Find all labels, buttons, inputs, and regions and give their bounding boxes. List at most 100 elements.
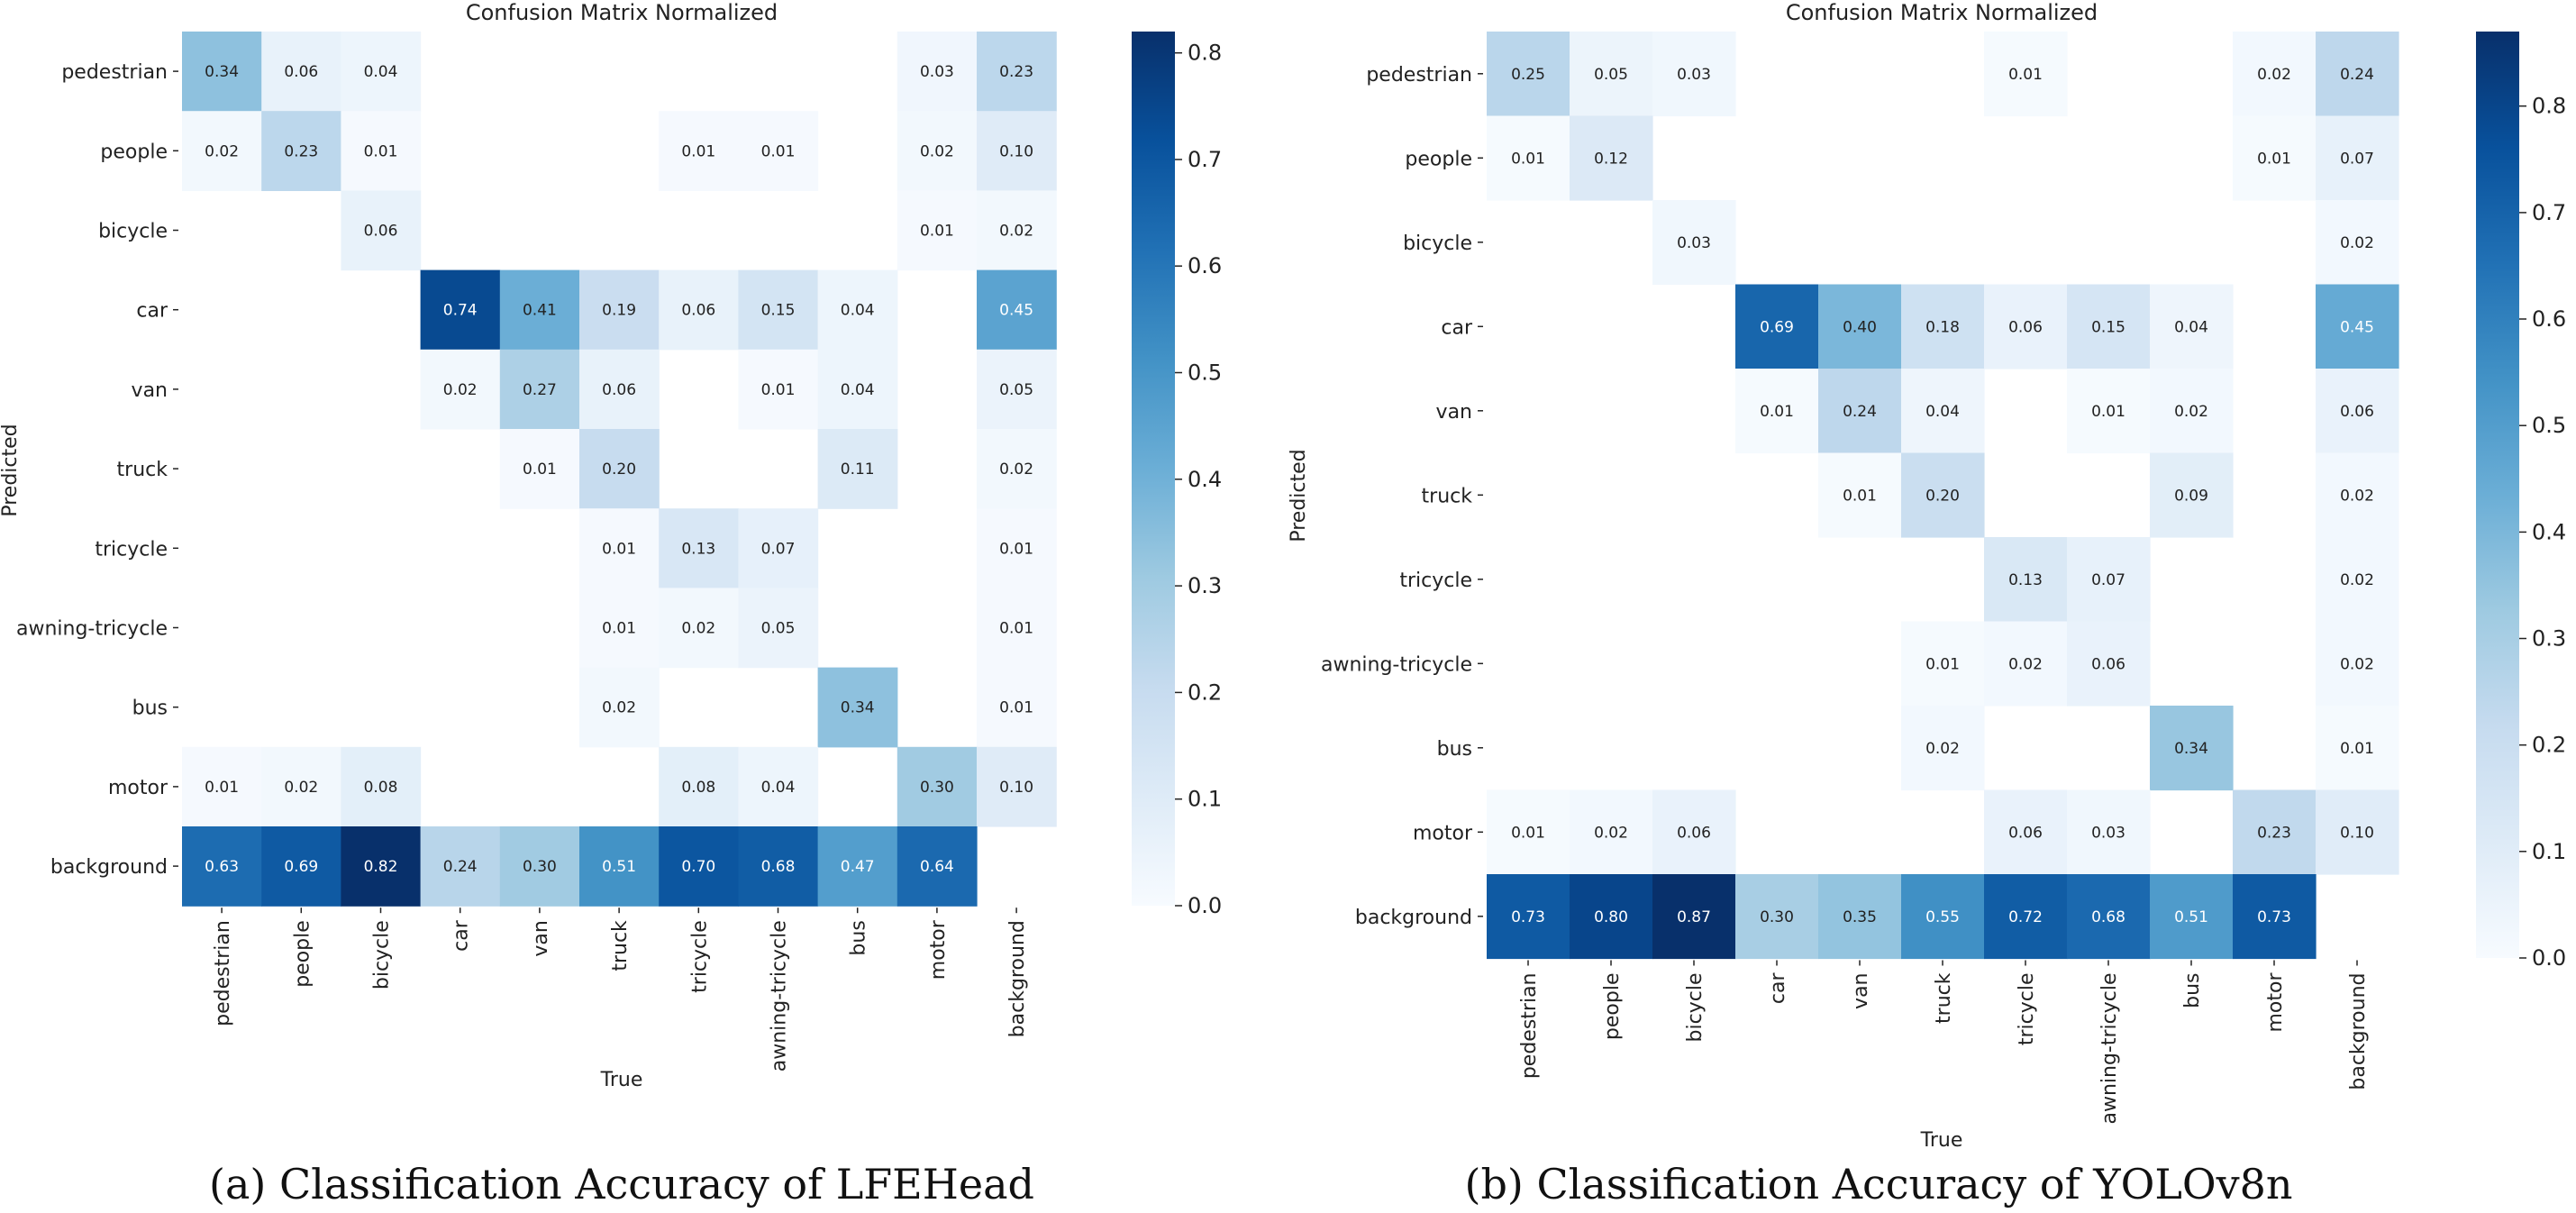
- heatmap-cell: [977, 508, 1057, 588]
- cell-value-label: 0.24: [443, 858, 478, 876]
- x-tick-label-bus: bus: [848, 920, 870, 955]
- colorbar-tick-label: 0.4: [2532, 519, 2566, 544]
- colorbar: 0.0 0.1 0.2 0.3 0.4 0.5 0.6 0.7 0.8: [1132, 32, 1222, 918]
- y-tick-label-pedestrian: pedestrian: [1366, 64, 1472, 87]
- cell-value-label: 0.69: [284, 858, 318, 876]
- cell-value-label: 0.04: [1925, 403, 1960, 421]
- cell-value-label: 0.30: [920, 779, 954, 797]
- y-tick-label-motor: motor: [108, 777, 168, 799]
- colorbar-ticks: 0.0 0.1 0.2 0.3 0.4 0.5 0.6 0.7 0.8: [2519, 94, 2566, 971]
- x-tick-label-people: people: [291, 920, 314, 988]
- heatmap-cell: [2316, 537, 2399, 623]
- cell-value-label: 0.34: [2174, 740, 2208, 758]
- heatmap-cell: [659, 508, 739, 588]
- heatmap-cell: [341, 111, 422, 191]
- cell-value-label: 0.01: [602, 540, 636, 558]
- heatmap-cell: [738, 269, 819, 351]
- colorbar-gradient: [2476, 32, 2519, 958]
- cell-value-label: 0.30: [523, 858, 557, 876]
- cell-value-label: 0.06: [602, 381, 636, 399]
- cell-value-label: 0.34: [841, 699, 875, 717]
- cell-value-label: 0.01: [999, 620, 1033, 638]
- heatmap-cell: [2316, 706, 2399, 791]
- colorbar-tick-label: 0.7: [1188, 147, 1222, 172]
- colorbar-tick-label: 0.6: [1188, 253, 1222, 278]
- cell-value-label: 0.82: [364, 858, 398, 876]
- heatmap-cell: [2233, 874, 2317, 960]
- heatmap-cell: [499, 349, 580, 430]
- cell-value-label: 0.06: [1677, 824, 1711, 842]
- heatmap-cell: [738, 508, 819, 588]
- cell-value-label: 0.02: [205, 142, 239, 160]
- heatmap-cell: [977, 429, 1057, 509]
- cell-value-label: 0.01: [761, 381, 796, 399]
- cell-value-label: 0.02: [2340, 655, 2374, 673]
- heatmap-cell: [1984, 32, 2068, 117]
- y-tick-label-van: van: [1436, 401, 1472, 424]
- cell-value-label: 0.25: [1511, 66, 1545, 84]
- cell-value-label: 0.03: [2091, 824, 2125, 842]
- colorbar: 0.0 0.1 0.2 0.3 0.4 0.5 0.6 0.7 0.8: [2476, 32, 2566, 971]
- cell-value-label: 0.04: [364, 63, 398, 81]
- colorbar-tick-label: 0.2: [2532, 733, 2566, 758]
- heatmap-cell: [1901, 874, 1985, 960]
- cell-value-label: 0.45: [2340, 318, 2374, 336]
- heatmap-cell: [2316, 32, 2399, 117]
- cell-value-label: 0.13: [2008, 571, 2043, 589]
- heatmap-cell: [341, 826, 422, 907]
- heatmap-cell: [261, 32, 341, 112]
- cell-value-label: 0.01: [205, 779, 239, 797]
- heatmap-cell: [2150, 874, 2234, 960]
- cell-value-label: 0.02: [1925, 740, 1960, 758]
- cell-value-label: 0.18: [1925, 318, 1960, 336]
- colorbar-ticks: 0.0 0.1 0.2 0.3 0.4 0.5 0.6 0.7 0.8: [1175, 41, 1222, 918]
- cell-value-label: 0.41: [523, 302, 557, 320]
- heatmap-cell: [2150, 369, 2234, 454]
- cell-value-label: 0.06: [364, 223, 398, 241]
- heatmap-cell: [2067, 369, 2151, 454]
- x-tick-label-bus: bus: [2181, 973, 2204, 1008]
- cell-value-label: 0.04: [761, 779, 796, 797]
- heatmap-cell: [977, 588, 1057, 669]
- cell-value-label: 0.02: [602, 699, 636, 717]
- y-tick-label-awning-tricycle: awning-tricycle: [16, 618, 168, 641]
- heatmap-cell: [897, 190, 978, 271]
- cell-value-label: 0.01: [364, 142, 398, 160]
- heatmap-cell: [1487, 32, 1570, 117]
- cell-value-label: 0.07: [2091, 571, 2125, 589]
- figure-caption: (b) Classification Accuracy of YOLOv8n: [1465, 1160, 2293, 1208]
- cell-value-label: 0.24: [2340, 66, 2374, 84]
- y-tick-label-car: car: [136, 300, 168, 323]
- cell-value-label: 0.01: [1511, 150, 1545, 168]
- cell-value-label: 0.45: [999, 302, 1033, 320]
- heatmap-cell: [659, 746, 739, 827]
- heatmap-panel-lfehead: Confusion Matrix Normalized 0.34 0.06 0.04…: [0, 0, 1222, 1208]
- heatmap-cell: [977, 32, 1057, 112]
- cell-value-label: 0.40: [1843, 318, 1877, 336]
- x-tick-label-pedestrian: pedestrian: [1518, 973, 1541, 1080]
- cell-value-label: 0.51: [602, 858, 636, 876]
- heatmap-cell: [738, 349, 819, 430]
- heatmap-cell: [2316, 369, 2399, 454]
- heatmap-cell: [579, 269, 660, 351]
- cell-value-label: 0.02: [2340, 571, 2374, 589]
- heatmap-cell: [341, 190, 422, 271]
- x-tick-label-motor: motor: [2264, 972, 2287, 1033]
- heatmap-cell: [659, 826, 739, 907]
- heatmap-cell: [659, 269, 739, 351]
- cell-value-label: 0.02: [1594, 824, 1628, 842]
- heatmap-cell: [897, 32, 978, 112]
- heatmap-cell: [2316, 621, 2399, 707]
- heatmap-cell: [1652, 200, 1736, 286]
- heatmap-cell: [2233, 789, 2317, 875]
- cell-value-label: 0.06: [2340, 403, 2374, 421]
- heatmap-cell: [1901, 621, 1985, 707]
- cell-value-label: 0.13: [681, 540, 715, 558]
- heatmap-cell: [1487, 115, 1570, 201]
- heatmap-cell: [1487, 789, 1570, 875]
- x-tick-label-car: car: [1767, 972, 1789, 1005]
- cell-value-label: 0.01: [761, 142, 796, 160]
- heatmap-cell: [2233, 115, 2317, 201]
- y-tick-labels: pedestrian people bicycle car van truck tricyc…: [16, 61, 178, 879]
